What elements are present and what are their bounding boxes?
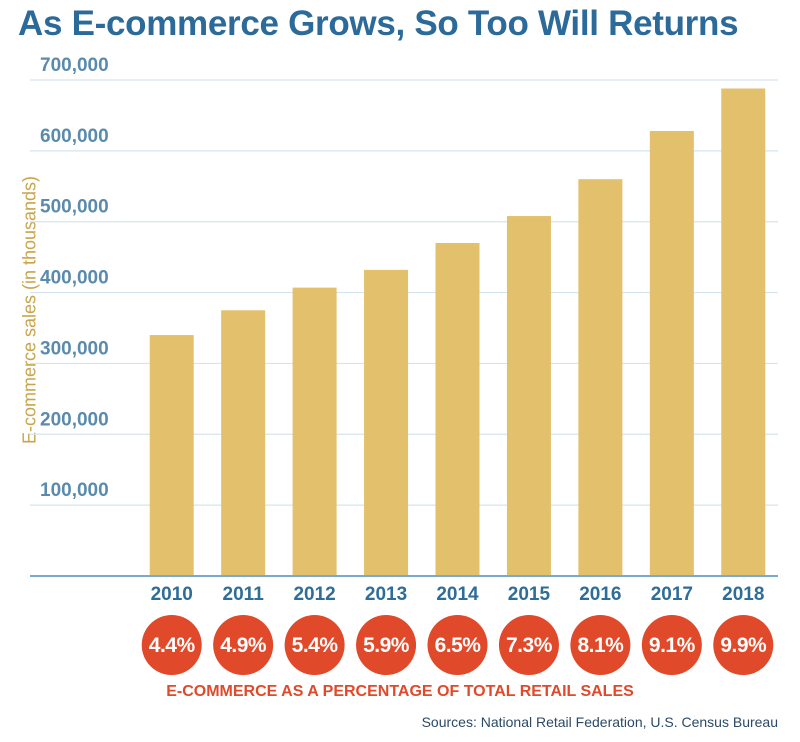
x-tick-label: 2014 xyxy=(436,584,479,605)
y-tick-label: 700,000 xyxy=(40,55,109,76)
bar xyxy=(292,287,337,576)
percent-badge xyxy=(498,615,559,675)
percent-caption: E-COMMERCE AS A PERCENTAGE OF TOTAL RETA… xyxy=(166,683,634,700)
x-tick-label: 2013 xyxy=(365,584,407,605)
chart-title: As E-commerce Grows, So Too Will Returns xyxy=(18,4,739,43)
percent-badge xyxy=(641,615,702,675)
y-tick-label: 600,000 xyxy=(40,126,109,147)
percent-badge xyxy=(141,615,202,675)
x-tick-label: 2010 xyxy=(151,584,193,605)
percent-badge-label: 4.4% xyxy=(149,634,196,657)
bar xyxy=(364,269,409,576)
x-tick-label: 2018 xyxy=(722,584,764,605)
x-tick-label: 2017 xyxy=(651,584,693,605)
percent-badge xyxy=(213,615,274,675)
bar xyxy=(149,335,194,576)
percent-badge xyxy=(713,615,774,675)
percent-badge-label: 7.3% xyxy=(506,634,553,657)
percent-badge-label: 9.1% xyxy=(649,634,696,657)
percent-badge-label: 5.4% xyxy=(292,634,339,657)
percent-badge xyxy=(570,615,631,675)
y-tick-label: 400,000 xyxy=(40,268,109,289)
x-tick-label: 2012 xyxy=(293,584,335,605)
y-tick-label: 100,000 xyxy=(40,480,109,501)
y-tick-label: 500,000 xyxy=(40,197,109,218)
source-note: Sources: National Retail Federation, U.S… xyxy=(421,714,778,730)
bar xyxy=(435,242,480,576)
bar xyxy=(578,179,623,576)
percent-badge-label: 4.9% xyxy=(220,634,267,657)
percent-badge xyxy=(284,615,345,675)
x-tick-label: 2016 xyxy=(579,584,621,605)
bar xyxy=(721,88,766,576)
percent-badge-label: 6.5% xyxy=(435,634,482,657)
x-tick-label: 2015 xyxy=(508,584,551,605)
y-tick-label: 300,000 xyxy=(40,338,109,359)
percent-badge-label: 9.9% xyxy=(720,634,767,657)
bar xyxy=(649,131,694,576)
bar xyxy=(506,216,551,576)
percent-badge xyxy=(427,615,488,675)
percent-badge xyxy=(356,615,417,675)
percent-badge-label: 5.9% xyxy=(363,634,410,657)
x-tick-label: 2011 xyxy=(223,584,265,605)
bar xyxy=(221,310,266,576)
y-tick-label: 200,000 xyxy=(40,409,109,430)
percent-badge-label: 8.1% xyxy=(577,634,624,657)
